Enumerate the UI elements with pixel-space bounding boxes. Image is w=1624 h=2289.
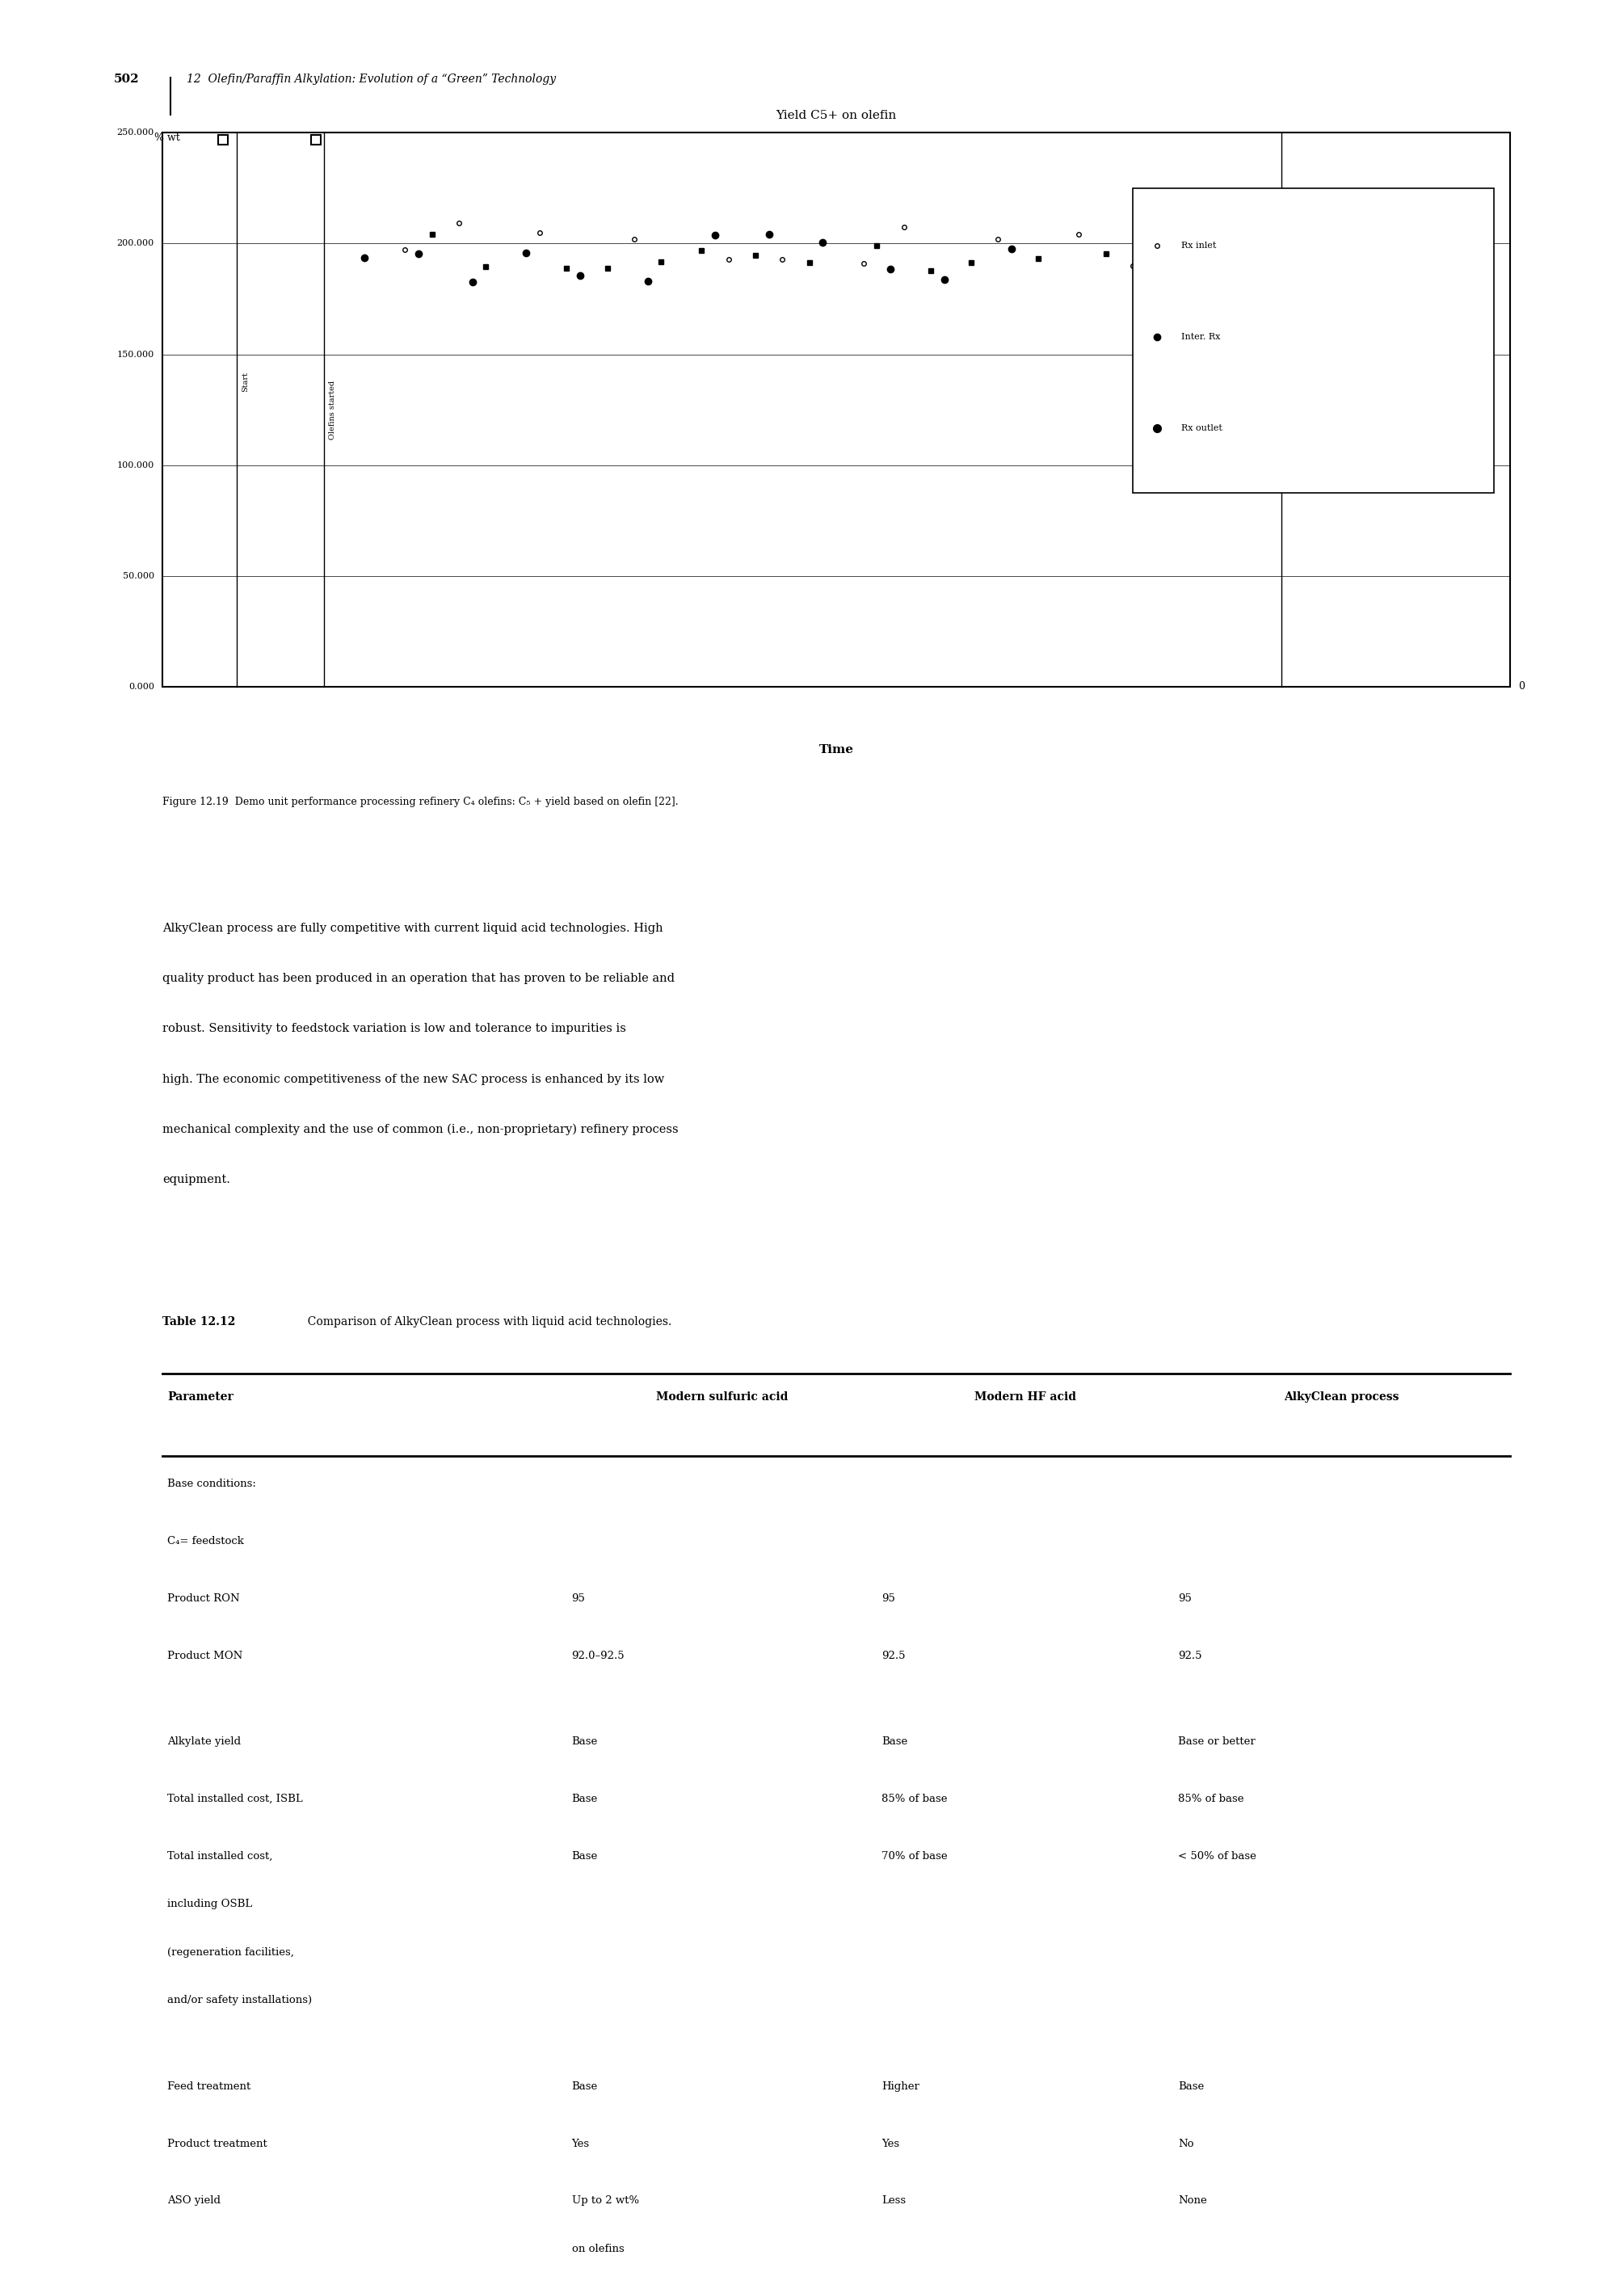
Text: 200.000: 200.000 — [117, 240, 154, 247]
Text: 70% of base: 70% of base — [882, 1852, 948, 1861]
Text: Rx outlet: Rx outlet — [1182, 423, 1223, 433]
Text: Feed treatment: Feed treatment — [167, 2081, 250, 2092]
Text: mechanical complexity and the use of common (i.e., non-proprietary) refinery pro: mechanical complexity and the use of com… — [162, 1124, 679, 1135]
Text: Time: Time — [818, 744, 854, 755]
Text: Higher: Higher — [882, 2081, 919, 2092]
Text: 502: 502 — [114, 73, 140, 85]
Text: equipment.: equipment. — [162, 1174, 231, 1186]
Text: AlkyClean process are fully competitive with current liquid acid technologies. H: AlkyClean process are fully competitive … — [162, 922, 663, 934]
Text: Base: Base — [572, 1852, 598, 1861]
Text: Figure 12.19  Demo unit performance processing refinery C₄ olefins: C₅ + yield b: Figure 12.19 Demo unit performance proce… — [162, 797, 679, 808]
Text: 92.0–92.5: 92.0–92.5 — [572, 1650, 625, 1662]
Text: high. The economic competitiveness of the new SAC process is enhanced by its low: high. The economic competitiveness of th… — [162, 1074, 664, 1085]
Text: Base: Base — [572, 1737, 598, 1747]
Text: ASO yield: ASO yield — [167, 2195, 221, 2207]
Text: Parameter: Parameter — [167, 1392, 234, 1403]
Text: robust. Sensitivity to feedstock variation is low and tolerance to impurities is: robust. Sensitivity to feedstock variati… — [162, 1023, 627, 1035]
Text: Modern HF acid: Modern HF acid — [974, 1392, 1077, 1403]
Text: including OSBL: including OSBL — [167, 1900, 252, 1909]
Text: Base: Base — [572, 2081, 598, 2092]
Text: 150.000: 150.000 — [117, 350, 154, 359]
Text: and/or safety installations): and/or safety installations) — [167, 1996, 312, 2005]
Text: 12  Olefin/Paraffin Alkylation: Evolution of a “Green” Technology: 12 Olefin/Paraffin Alkylation: Evolution… — [187, 73, 555, 85]
Text: (regeneration facilities,: (regeneration facilities, — [167, 1948, 294, 1957]
Text: Product treatment: Product treatment — [167, 2138, 268, 2149]
Text: 0: 0 — [1518, 682, 1525, 691]
Text: < 50% of base: < 50% of base — [1179, 1852, 1257, 1861]
Text: quality product has been produced in an operation that has proven to be reliable: quality product has been produced in an … — [162, 973, 674, 984]
Text: 95: 95 — [882, 1593, 895, 1605]
Text: Less: Less — [882, 2195, 906, 2207]
Text: None: None — [1179, 2195, 1207, 2207]
Text: Base or better: Base or better — [1179, 1737, 1255, 1747]
Text: Inter. Rx: Inter. Rx — [1182, 332, 1221, 341]
Text: 100.000: 100.000 — [117, 460, 154, 469]
Text: Olefins started: Olefins started — [330, 380, 336, 439]
Text: Base: Base — [882, 1737, 908, 1747]
Text: Total installed cost, ISBL: Total installed cost, ISBL — [167, 1795, 302, 1804]
Text: 250.000: 250.000 — [117, 128, 154, 137]
Text: 92.5: 92.5 — [882, 1650, 906, 1662]
Text: on olefins: on olefins — [572, 2243, 624, 2255]
Text: Product RON: Product RON — [167, 1593, 240, 1605]
Text: Yield C5+ on olefin: Yield C5+ on olefin — [776, 110, 896, 121]
Text: Base: Base — [572, 1795, 598, 1804]
Text: Modern sulfuric acid: Modern sulfuric acid — [656, 1392, 788, 1403]
Text: No: No — [1179, 2138, 1194, 2149]
Text: Total installed cost,: Total installed cost, — [167, 1852, 273, 1861]
Text: Up to 2 wt%: Up to 2 wt% — [572, 2195, 638, 2207]
Text: C₄= feedstock: C₄= feedstock — [167, 1536, 244, 1547]
Text: 0.000: 0.000 — [128, 682, 154, 691]
Text: Base: Base — [1179, 2081, 1205, 2092]
Text: Yes: Yes — [572, 2138, 590, 2149]
Text: 95: 95 — [1179, 1593, 1192, 1605]
Text: Base conditions:: Base conditions: — [167, 1479, 257, 1490]
Text: AlkyClean process: AlkyClean process — [1285, 1392, 1400, 1403]
Text: Product MON: Product MON — [167, 1650, 242, 1662]
Text: 85% of base: 85% of base — [882, 1795, 947, 1804]
Text: Table 12.12: Table 12.12 — [162, 1316, 235, 1328]
Text: Comparison of AlkyClean process with liquid acid technologies.: Comparison of AlkyClean process with liq… — [300, 1316, 671, 1328]
Text: % wt: % wt — [154, 133, 180, 144]
Text: Start: Start — [242, 371, 248, 391]
Text: 85% of base: 85% of base — [1179, 1795, 1244, 1804]
Text: Yes: Yes — [882, 2138, 900, 2149]
Text: 92.5: 92.5 — [1179, 1650, 1202, 1662]
Text: Rx inlet: Rx inlet — [1182, 240, 1216, 250]
Text: 95: 95 — [572, 1593, 585, 1605]
Polygon shape — [1134, 188, 1494, 492]
Text: Alkylate yield: Alkylate yield — [167, 1737, 240, 1747]
Text: 50.000: 50.000 — [123, 572, 154, 579]
